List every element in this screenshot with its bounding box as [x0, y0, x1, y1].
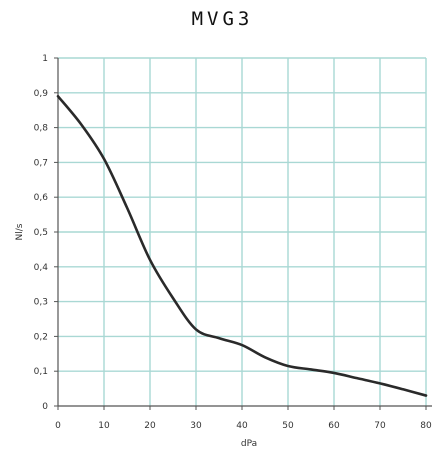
y-tick-label: 0: [42, 402, 48, 412]
y-tick-label: 0,6: [34, 193, 49, 203]
y-tick-label: 0,3: [34, 298, 48, 308]
y-tick-label: 0,1: [34, 367, 48, 377]
x-tick-label: 40: [236, 421, 248, 431]
x-tick-label: 30: [190, 421, 202, 431]
y-tick-label: 0,7: [34, 158, 48, 168]
x-tick-label: 80: [420, 421, 432, 431]
x-tick-label: 60: [328, 421, 340, 431]
series: [56, 94, 428, 397]
x-tick-label: 0: [55, 421, 61, 431]
x-tick-label: 70: [374, 421, 386, 431]
y-tick-label: 0,2: [34, 332, 48, 342]
y-tick-label: 0,4: [34, 263, 49, 273]
grid: [58, 57, 427, 406]
x-axis-label: dPa: [241, 439, 257, 449]
y-tick-label: 0,5: [34, 228, 48, 238]
series-line-0: [56, 94, 428, 397]
y-tick-label: 0,9: [34, 89, 49, 99]
x-ticks: 0 10 20 30 40 50 60 70 80: [55, 406, 432, 431]
y-tick-label: 1: [42, 54, 48, 64]
y-ticks: 0 0,1 0,2 0,3 0,4 0,5 0,6 0,7 0,8 0,9 1: [34, 54, 58, 412]
x-tick-label: 20: [144, 421, 156, 431]
y-axis-label: Nl/s: [15, 223, 25, 240]
x-tick-label: 10: [98, 421, 110, 431]
x-tick-label: 50: [282, 421, 294, 431]
y-tick-label: 0,8: [34, 124, 49, 134]
chart-title: MVG3: [191, 8, 254, 30]
